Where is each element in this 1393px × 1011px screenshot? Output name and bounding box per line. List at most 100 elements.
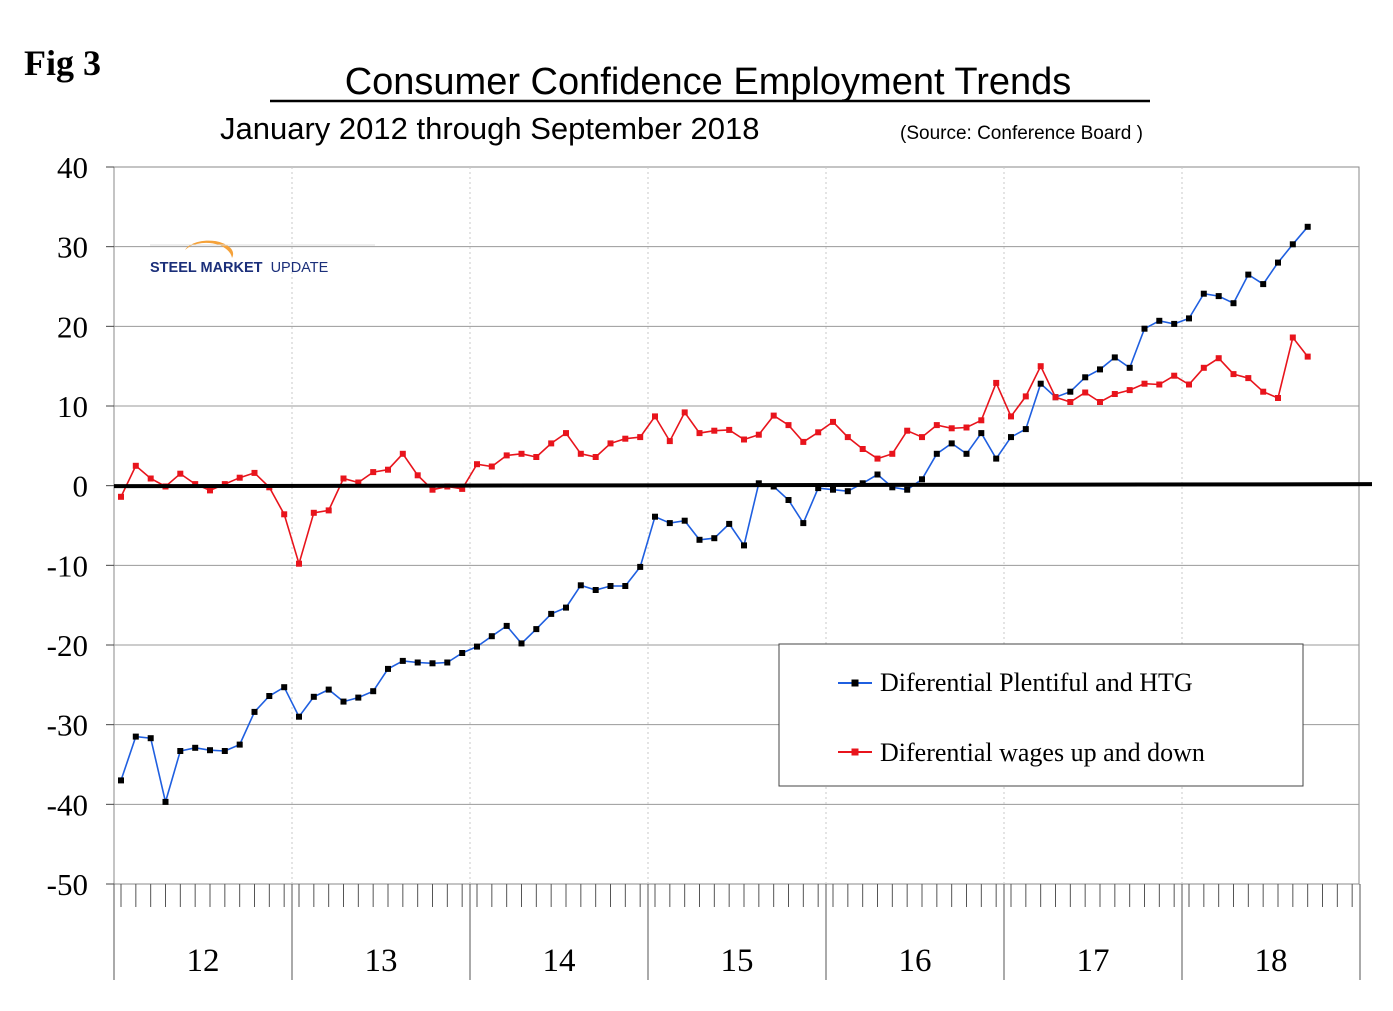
data-point: [592, 587, 599, 593]
data-point: [652, 513, 658, 520]
data-point: [207, 747, 213, 754]
data-point: [1082, 374, 1089, 381]
chart-title: Consumer Confidence Employment Trends: [345, 61, 1072, 103]
data-point: [755, 431, 762, 438]
data-point: [474, 461, 480, 468]
data-point: [503, 622, 510, 629]
x-year-label: 18: [1255, 943, 1288, 979]
data-point: [1126, 364, 1133, 371]
data-point: [1097, 399, 1103, 405]
data-point: [518, 450, 525, 457]
data-point: [1126, 387, 1133, 394]
data-point: [785, 422, 792, 429]
data-point: [1067, 399, 1074, 405]
data-point: [1022, 426, 1029, 433]
data-point: [889, 484, 896, 491]
data-point: [192, 744, 199, 751]
data-point: [370, 469, 377, 476]
data-point: [993, 379, 1000, 386]
data-point: [177, 470, 184, 477]
y-tick-label: -20: [47, 628, 88, 663]
data-point: [1008, 434, 1014, 441]
legend-label: Diferential Plentiful and HTG: [880, 668, 1193, 697]
data-point: [355, 479, 362, 486]
data-point: [488, 633, 495, 640]
data-point: [399, 450, 406, 457]
data-point: [919, 476, 925, 483]
data-point: [1200, 364, 1207, 371]
data-point: [696, 430, 703, 437]
data-point: [251, 708, 258, 715]
data-point: [904, 427, 911, 434]
data-point: [844, 434, 851, 441]
x-year-label: 17: [1077, 943, 1110, 979]
y-tick-label: 0: [73, 469, 89, 504]
data-point: [1156, 317, 1163, 324]
data-point: [711, 427, 718, 434]
figure-label: Fig 3: [24, 43, 101, 83]
data-point: [577, 582, 584, 589]
data-point: [132, 462, 139, 469]
data-point: [118, 777, 124, 784]
x-year-label: 15: [721, 943, 754, 979]
data-point: [726, 426, 733, 433]
y-tick-label: 30: [57, 230, 88, 265]
data-point: [118, 493, 124, 500]
data-point: [1260, 388, 1267, 395]
data-point: [1052, 394, 1059, 401]
logo-text-bold: STEEL MARKET: [150, 260, 263, 276]
data-point: [236, 474, 243, 481]
data-point: [503, 452, 510, 459]
data-point: [1097, 366, 1103, 373]
legend-box: [778, 643, 1304, 787]
data-point: [948, 440, 955, 447]
data-point: [889, 450, 896, 457]
logo-text-light: UPDATE: [271, 260, 329, 276]
x-year-label: 16: [899, 943, 932, 979]
data-point: [800, 520, 807, 527]
data-point: [726, 520, 733, 527]
data-point: [1141, 380, 1148, 387]
data-point: [340, 698, 347, 705]
data-point: [1289, 241, 1296, 248]
data-point: [429, 660, 436, 667]
data-point: [1304, 353, 1311, 360]
data-point: [622, 583, 629, 589]
data-point: [281, 684, 288, 691]
data-point: [325, 507, 332, 514]
data-point: [681, 517, 688, 524]
y-tick-label: -40: [47, 787, 88, 822]
x-year-label: 14: [543, 943, 576, 979]
data-point: [385, 665, 391, 672]
data-point: [266, 693, 273, 699]
data-point: [577, 450, 584, 457]
data-point: [1260, 281, 1267, 288]
data-point: [385, 466, 391, 473]
data-point: [666, 520, 673, 527]
data-point: [1304, 223, 1311, 230]
data-point: [563, 604, 569, 611]
data-point: [147, 475, 154, 482]
data-point: [459, 485, 466, 492]
legend: Diferential Plentiful and HTG Diferentia…: [778, 643, 1304, 787]
data-point: [325, 686, 332, 693]
data-point: [948, 425, 955, 432]
data-point: [1156, 381, 1163, 388]
data-point: [1037, 380, 1044, 387]
data-point: [296, 560, 302, 567]
data-point: [1111, 391, 1118, 397]
data-point: [963, 450, 970, 457]
data-point: [251, 469, 258, 476]
data-point: [1245, 375, 1252, 382]
data-point: [1186, 315, 1192, 322]
data-point: [1171, 320, 1178, 327]
data-point: [933, 422, 940, 429]
data-point: [622, 435, 629, 442]
data-point: [310, 693, 317, 700]
data-point: [859, 446, 866, 452]
x-year-label: 12: [187, 943, 220, 979]
data-point: [1037, 363, 1044, 370]
data-point: [1111, 354, 1118, 361]
data-point: [459, 650, 466, 656]
y-tick-label: 20: [57, 309, 88, 344]
